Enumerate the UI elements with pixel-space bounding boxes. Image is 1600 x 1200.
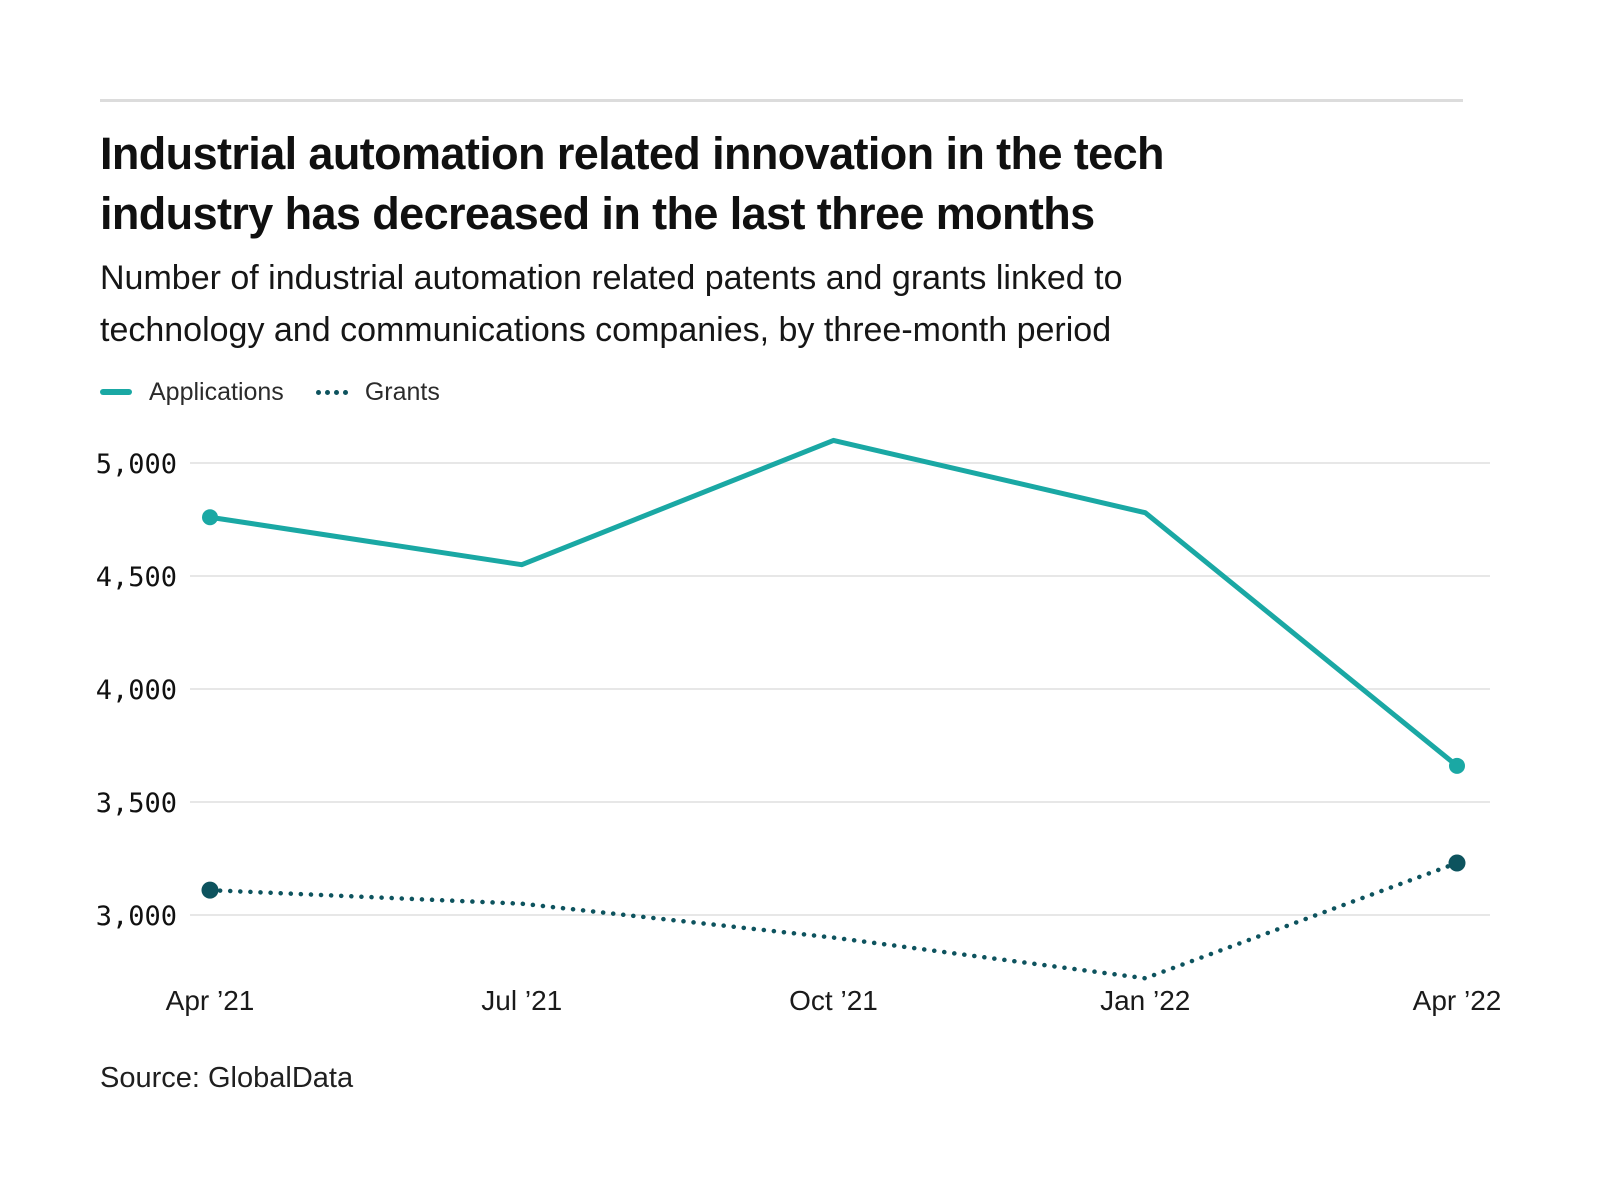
endpoint-marker-applications [202,509,218,526]
x-axis-tick-label: Apr ’21 [166,985,255,1016]
legend-item-grants: Grants [315,377,440,407]
legend-item-applications: Applications [100,378,284,407]
x-axis-tick-label: Oct ’21 [789,985,878,1016]
chart-subtitle-line1: Number of industrial automation related … [100,259,1123,297]
endpoint-marker-grants [1448,854,1466,872]
y-axis-tick-label: 5,000 [96,449,177,480]
chart-subtitle-line2: technology and communications companies,… [100,311,1112,349]
chart-title-line2: industry has decreased in the last three… [100,188,1095,239]
x-axis-tick-label: Apr ’22 [1413,985,1502,1016]
chart-title: Industrial automation related innovation… [100,124,1165,244]
series-line-applications [207,437,1460,769]
grants-dotted-swatch-icon [315,389,348,395]
top-divider [100,99,1463,102]
y-axis-tick-label: 4,500 [96,562,177,593]
endpoint-marker-grants [201,881,219,899]
y-axis-tick-label: 3,500 [96,788,177,819]
chart-legend: Applications Grants [100,376,440,408]
chart-title-line1: Industrial automation related innovation… [100,128,1165,179]
y-axis-tick-label: 4,000 [96,675,177,706]
chart-subtitle: Number of industrial automation related … [100,252,1123,356]
x-axis-tick-label: Jul ’21 [481,985,562,1016]
legend-label-applications: Applications [149,377,284,406]
source-note: Source: GlobalData [100,1062,354,1094]
x-axis-tick-label: Jan ’22 [1100,985,1190,1016]
series-line-grants [207,860,1460,981]
endpoint-marker-applications [1449,757,1465,774]
legend-label-grants: Grants [364,377,440,406]
y-axis-tick-label: 3,000 [96,901,177,932]
applications-line-swatch-icon [100,389,132,395]
